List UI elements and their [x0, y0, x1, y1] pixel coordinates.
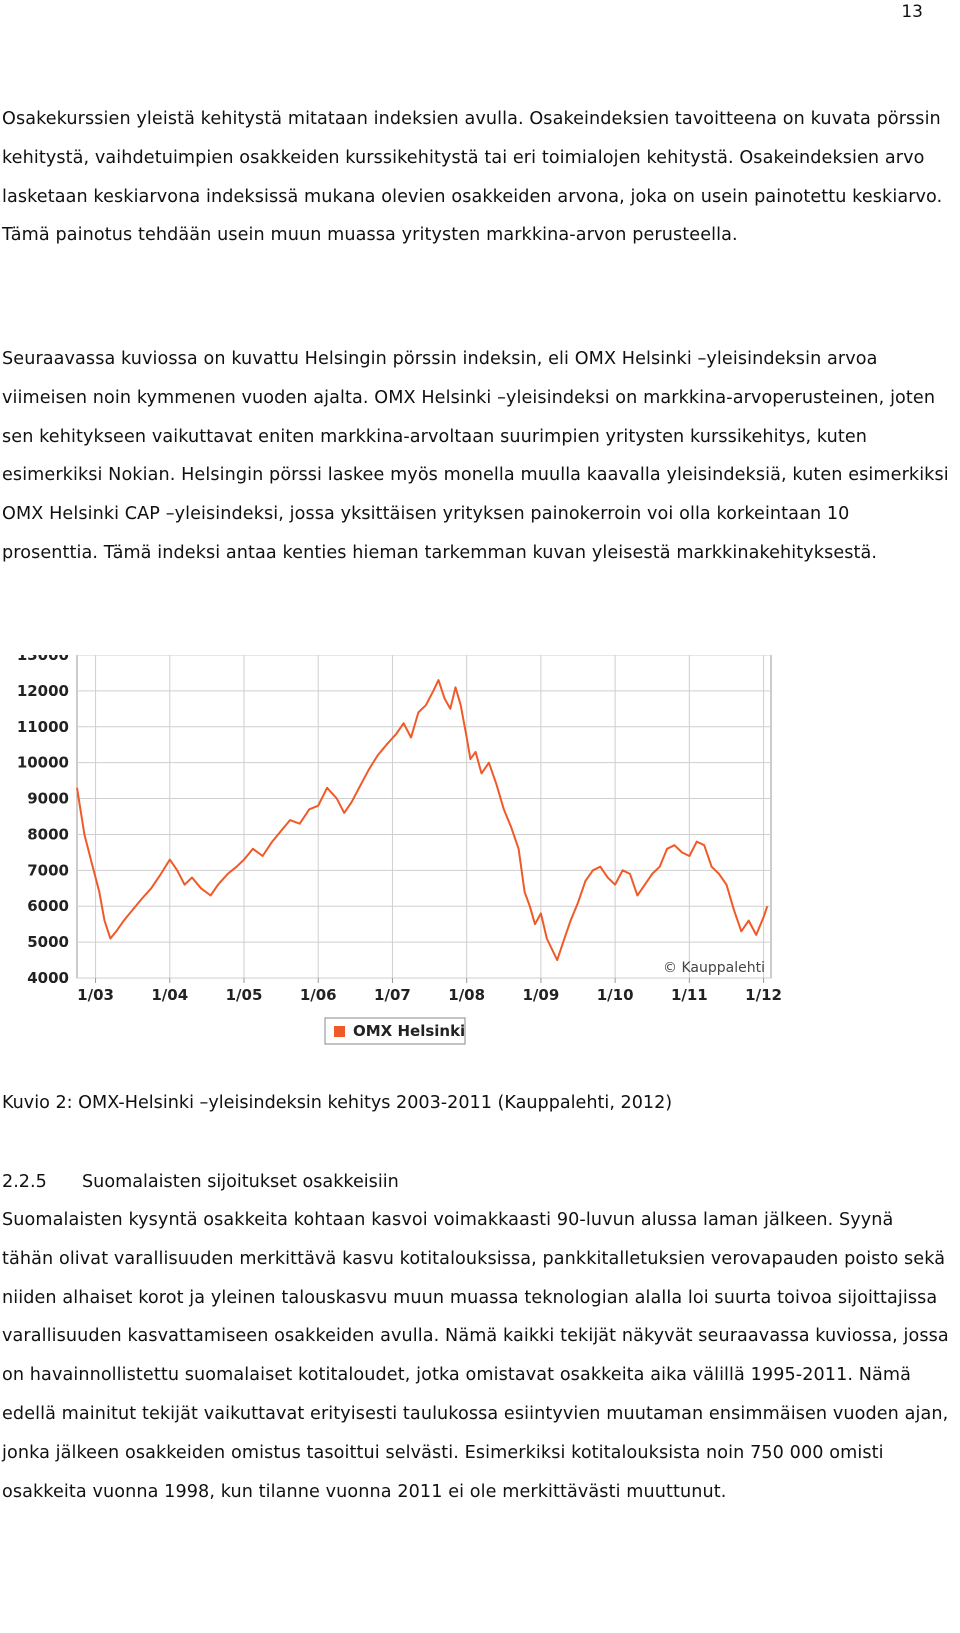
x-tick-label: 1/09 [523, 986, 560, 1004]
omx-helsinki-chart: 13000 12000 11000 10000 9000 8000 7000 6000 5000… [0, 655, 830, 1085]
section-heading: 2.2.5 Suomalaisten sijoitukset osakkeisii… [2, 1172, 399, 1192]
x-tick-label: 1/12 [745, 986, 782, 1004]
x-tick-label: 1/06 [300, 986, 337, 1004]
chart-watermark: © Kauppalehti [663, 960, 765, 976]
series-line-omx-helsinki [76, 679, 769, 962]
y-tick-label: 10000 [17, 754, 69, 772]
x-tick-label: 1/11 [671, 986, 708, 1004]
x-tick-label: 1/08 [448, 986, 485, 1004]
chart-svg: 13000 12000 11000 10000 9000 8000 7000 6000 5000… [17, 655, 782, 1045]
legend-box [324, 1017, 466, 1045]
x-tick-label: 1/05 [226, 986, 263, 1004]
paragraph-omx: Seuraavassa kuviossa on kuvattu Helsingi… [2, 349, 949, 563]
legend-label: OMX Helsinki [353, 1022, 465, 1040]
y-tick-label: 4000 [27, 969, 69, 987]
page-number: 13 [901, 2, 923, 22]
paragraph-intro: Osakekurssien yleistä kehitystä mitataan… [2, 109, 943, 246]
x-tick-label: 1/07 [374, 986, 411, 1004]
y-tick-label: 13000 [17, 655, 69, 664]
y-tick-label: 5000 [27, 933, 69, 951]
y-tick-label: 6000 [27, 897, 69, 915]
figure-caption: Kuvio 2: OMX-Helsinki –yleisindeksin keh… [2, 1093, 673, 1113]
y-tick-label: 11000 [17, 718, 69, 736]
x-tick-label: 1/10 [597, 986, 634, 1004]
y-tick-label: 9000 [27, 790, 69, 808]
section-number: 2.2.5 [2, 1172, 47, 1192]
legend-swatch [334, 1026, 345, 1037]
plot-area [76, 655, 772, 979]
section-title: Suomalaisten sijoitukset osakkeisiin [82, 1172, 399, 1192]
x-tick-label: 1/03 [77, 986, 114, 1004]
y-tick-label: 12000 [17, 682, 69, 700]
x-tick-label: 1/04 [151, 986, 188, 1004]
paragraph-households: Suomalaisten kysyntä osakkeita kohtaan k… [2, 1210, 949, 1502]
y-tick-label: 8000 [27, 825, 69, 843]
y-tick-label: 7000 [27, 861, 69, 879]
